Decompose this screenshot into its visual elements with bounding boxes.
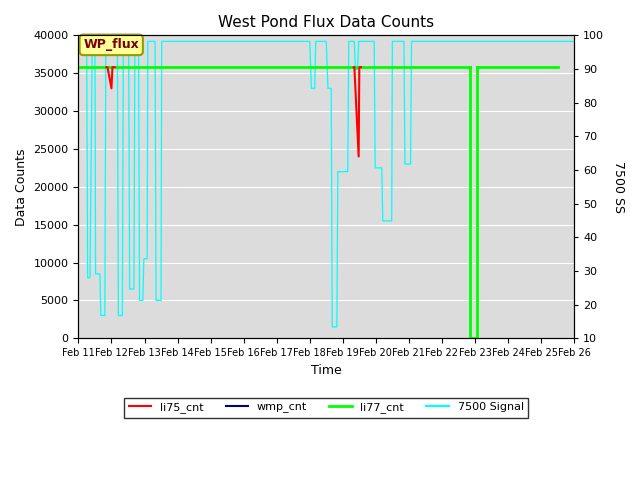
- Text: WP_flux: WP_flux: [83, 38, 139, 51]
- X-axis label: Time: Time: [311, 363, 342, 376]
- Title: West Pond Flux Data Counts: West Pond Flux Data Counts: [218, 15, 435, 30]
- Y-axis label: Data Counts: Data Counts: [15, 148, 28, 226]
- Legend: li75_cnt, wmp_cnt, li77_cnt, 7500 Signal: li75_cnt, wmp_cnt, li77_cnt, 7500 Signal: [124, 398, 528, 418]
- Y-axis label: 7500 SS: 7500 SS: [612, 161, 625, 213]
